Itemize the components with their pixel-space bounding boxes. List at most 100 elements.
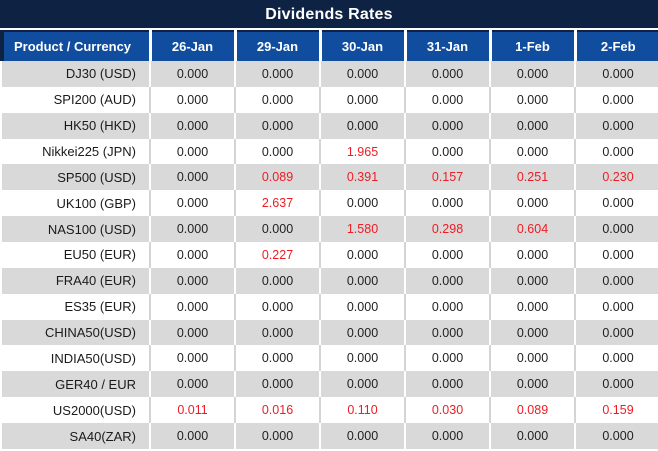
table-body: DJ30 (USD) 0.000 0.000 0.000 0.000 0.000 0.000…: [2, 61, 658, 449]
value-cell: 0.000: [575, 267, 658, 294]
value-cell: 0.000: [490, 423, 576, 449]
product-cell: SP500 (USD): [2, 164, 151, 191]
product-cell: CHINA50(USD): [2, 319, 151, 346]
value-cell: 0.000: [405, 138, 491, 165]
product-cell: NAS100 (USD): [2, 216, 151, 243]
value-cell: 0.000: [490, 371, 576, 398]
value-cell: 0.000: [235, 216, 321, 243]
value-cell: 0.000: [490, 345, 576, 372]
value-cell: 0.000: [575, 86, 658, 113]
value-cell: 0.000: [235, 112, 321, 139]
date-column-header: 26-Jan: [148, 30, 235, 61]
value-cell: 0.000: [150, 190, 236, 217]
value-cell: 0.000: [320, 319, 406, 346]
value-cell: 0.000: [490, 138, 576, 165]
value-cell: 0.000: [320, 86, 406, 113]
table-row: Nikkei225 (JPN) 0.000 0.000 1.965 0.000 0.000…: [2, 138, 658, 165]
value-cell: 0.000: [150, 242, 236, 268]
value-cell: 0.000: [490, 293, 576, 320]
product-cell: Nikkei225 (JPN): [2, 138, 151, 165]
value-cell: 0.000: [575, 371, 658, 398]
value-cell: 0.000: [150, 164, 236, 191]
value-cell: 0.000: [575, 242, 658, 268]
value-cell: 0.000: [490, 190, 576, 217]
value-cell: 0.000: [490, 242, 576, 268]
value-cell: 0.000: [320, 242, 406, 268]
dividends-table: Product / Currency 26-Jan 29-Jan 30-Jan 31-J…: [0, 30, 658, 449]
table-row: DJ30 (USD) 0.000 0.000 0.000 0.000 0.000 0.000: [2, 61, 658, 87]
value-cell: 0.000: [405, 112, 491, 139]
date-column-header: 31-Jan: [403, 30, 490, 61]
table-row: NAS100 (USD) 0.000 0.000 1.580 0.298 0.604 0.0…: [2, 216, 658, 243]
value-cell: 0.000: [320, 112, 406, 139]
value-cell: 0.000: [150, 423, 236, 449]
value-cell: 2.637: [235, 190, 321, 217]
value-cell: 0.000: [575, 216, 658, 243]
value-cell: 0.000: [235, 61, 321, 87]
value-cell: 0.000: [490, 267, 576, 294]
value-cell: 0.000: [405, 242, 491, 268]
product-cell: UK100 (GBP): [2, 190, 151, 217]
value-cell: 1.580: [320, 216, 406, 243]
value-cell: 0.000: [235, 371, 321, 398]
product-cell: INDIA50(USD): [2, 345, 151, 372]
product-cell: SA40(ZAR): [2, 423, 151, 449]
value-cell: 0.000: [235, 86, 321, 113]
value-cell: 0.030: [405, 397, 491, 424]
value-cell: 0.251: [490, 164, 576, 191]
value-cell: 0.000: [575, 138, 658, 165]
value-cell: 0.000: [490, 86, 576, 113]
value-cell: 0.000: [320, 190, 406, 217]
value-cell: 0.000: [320, 61, 406, 87]
product-cell: GER40 / EUR: [2, 371, 151, 398]
value-cell: 0.089: [490, 397, 576, 424]
product-cell: EU50 (EUR): [2, 242, 151, 268]
value-cell: 0.230: [575, 164, 658, 191]
value-cell: 0.000: [150, 138, 236, 165]
value-cell: 1.965: [320, 138, 406, 165]
value-cell: 0.000: [490, 61, 576, 87]
value-cell: 0.000: [150, 86, 236, 113]
value-cell: 0.000: [405, 86, 491, 113]
value-cell: 0.000: [320, 293, 406, 320]
table-row: UK100 (GBP) 0.000 2.637 0.000 0.000 0.000 0.00…: [2, 190, 658, 217]
value-cell: 0.157: [405, 164, 491, 191]
date-column-header: 2-Feb: [573, 30, 658, 61]
value-cell: 0.089: [235, 164, 321, 191]
value-cell: 0.000: [405, 61, 491, 87]
table-row: SP500 (USD) 0.000 0.089 0.391 0.157 0.251 0.23…: [2, 164, 658, 191]
value-cell: 0.159: [575, 397, 658, 424]
value-cell: 0.000: [150, 61, 236, 87]
table-row: INDIA50(USD) 0.000 0.000 0.000 0.000 0.000 0.0…: [2, 345, 658, 372]
product-cell: ES35 (EUR): [2, 293, 151, 320]
value-cell: 0.000: [405, 319, 491, 346]
value-cell: 0.016: [235, 397, 321, 424]
value-cell: 0.000: [405, 190, 491, 217]
value-cell: 0.227: [235, 242, 321, 268]
value-cell: 0.000: [235, 423, 321, 449]
table-row: HK50 (HKD) 0.000 0.000 0.000 0.000 0.000 0.000: [2, 112, 658, 139]
header-row: Product / Currency 26-Jan 29-Jan 30-Jan 31-J…: [0, 30, 658, 61]
value-cell: 0.000: [405, 423, 491, 449]
value-cell: 0.000: [235, 319, 321, 346]
value-cell: 0.604: [490, 216, 576, 243]
table-row: CHINA50(USD) 0.000 0.000 0.000 0.000 0.000 0.0…: [2, 319, 658, 346]
table-title: Dividends Rates: [0, 0, 658, 30]
value-cell: 0.000: [320, 371, 406, 398]
value-cell: 0.000: [405, 293, 491, 320]
table-row: SA40(ZAR) 0.000 0.000 0.000 0.000 0.000 0.000: [2, 423, 658, 449]
value-cell: 0.298: [405, 216, 491, 243]
date-column-header: 1-Feb: [488, 30, 575, 61]
value-cell: 0.000: [320, 345, 406, 372]
value-cell: 0.000: [575, 61, 658, 87]
value-cell: 0.000: [490, 112, 576, 139]
table-row: EU50 (EUR) 0.000 0.227 0.000 0.000 0.000 0.000: [2, 242, 658, 268]
product-currency-header: Product / Currency: [0, 30, 150, 61]
date-column-header: 29-Jan: [233, 30, 320, 61]
value-cell: 0.000: [150, 345, 236, 372]
value-cell: 0.011: [150, 397, 236, 424]
product-cell: DJ30 (USD): [2, 61, 151, 87]
table-row: FRA40 (EUR) 0.000 0.000 0.000 0.000 0.000 0.00…: [2, 267, 658, 294]
value-cell: 0.000: [405, 267, 491, 294]
